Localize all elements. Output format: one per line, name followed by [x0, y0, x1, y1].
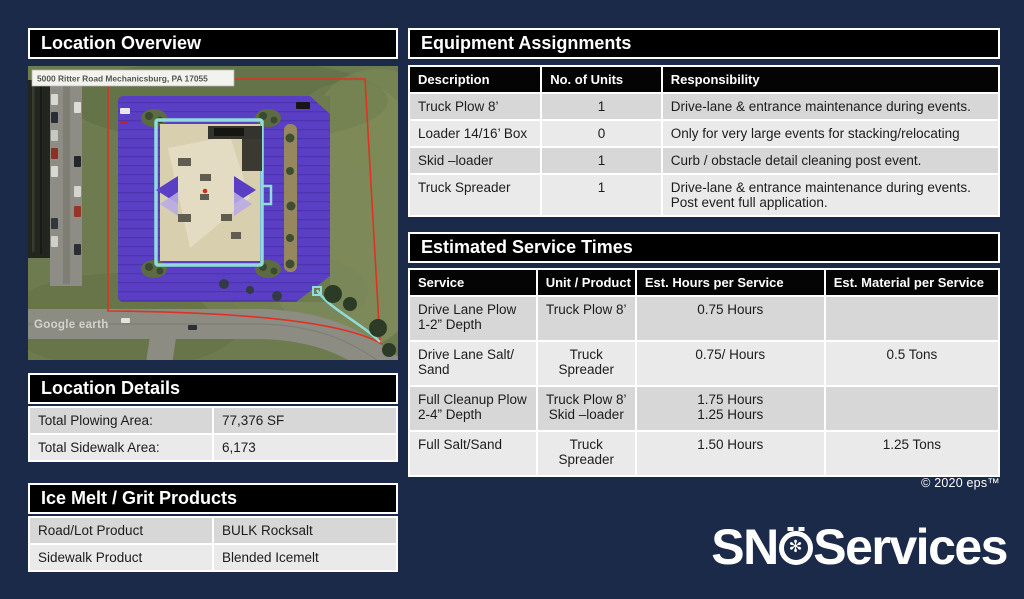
product-value: BULK Rocksalt	[214, 518, 396, 543]
logo-o-snowflake-icon: ✻	[778, 530, 813, 565]
map-building-footprint	[156, 124, 262, 261]
equipment-description: Loader 14/16’ Box	[410, 121, 541, 146]
equipment-units: 1	[542, 94, 661, 119]
map-sidewalk-outline	[154, 118, 381, 343]
map-location-pin	[202, 188, 208, 194]
service-unit: Truck Spreader	[537, 432, 635, 475]
ice-melt-header: Ice Melt / Grit Products	[28, 483, 398, 514]
equipment-assignments-title: Equipment Assignments	[421, 33, 632, 53]
copyright-text: © 2020 eps™	[921, 476, 1000, 490]
service-material	[825, 387, 998, 430]
service-hours: 0.75/ Hours	[636, 342, 824, 385]
service-hours: 1.50 Hours	[636, 432, 824, 475]
table-row: Skid –loader 1 Curb / obstacle detail cl…	[410, 148, 998, 173]
table-row: Total Plowing Area: 77,376 SF	[30, 408, 396, 433]
table-row: Drive Lane Salt/ Sand Truck Spreader 0.7…	[410, 342, 998, 385]
detail-label: Total Sidewalk Area:	[30, 435, 212, 460]
table-row: Loader 14/16’ Box 0 Only for very large …	[410, 121, 998, 146]
location-details-table: Total Plowing Area: 77,376 SF Total Side…	[28, 406, 398, 462]
table-row: Drive Lane Plow 1-2” Depth Truck Plow 8’…	[410, 297, 998, 340]
estimated-service-times-title: Estimated Service Times	[421, 237, 633, 257]
snowflake-icon: ✻	[788, 537, 803, 556]
map-google-watermark: Google earth	[34, 319, 109, 331]
logo-suffix: Services	[813, 519, 1008, 575]
service-unit: Truck Plow 8’	[537, 297, 635, 340]
table-header-row: Description No. of Units Responsibility	[410, 67, 998, 92]
equipment-description: Truck Plow 8’	[410, 94, 541, 119]
detail-value: 77,376 SF	[214, 408, 396, 433]
map-trees	[219, 279, 396, 357]
map-parked-cars	[51, 94, 81, 255]
table-row: Total Sidewalk Area: 6,173	[30, 435, 396, 460]
map-neighbor-building	[28, 74, 82, 286]
location-overview-header: Location Overview	[28, 28, 398, 59]
equipment-description: Truck Spreader	[410, 175, 541, 215]
location-details-title: Location Details	[41, 378, 181, 398]
table-row: Full Cleanup Plow 2-4” Depth Truck Plow …	[410, 387, 998, 430]
estimated-service-times-table: Service Unit / Product Est. Hours per Se…	[408, 268, 1000, 477]
table-row: Road/Lot Product BULK Rocksalt	[30, 518, 396, 543]
equipment-responsibility: Drive-lane & entrance maintenance during…	[662, 175, 998, 215]
service-hours: 1.75 Hours 1.25 Hours	[636, 387, 824, 430]
service-material	[825, 297, 998, 340]
location-overview-title: Location Overview	[41, 33, 202, 53]
ice-melt-title: Ice Melt / Grit Products	[41, 488, 238, 508]
service-material: 0.5 Tons	[825, 342, 998, 385]
snoservices-logo: SN ✻ Services	[711, 519, 1008, 575]
equipment-assignments-table: Description No. of Units Responsibility …	[408, 65, 1000, 217]
service-name: Full Cleanup Plow 2-4” Depth	[410, 387, 536, 430]
table-row: Sidewalk Product Blended Icemelt	[30, 545, 396, 570]
col-header-hours: Est. Hours per Service	[636, 270, 824, 295]
table-row: Full Salt/Sand Truck Spreader 1.50 Hours…	[410, 432, 998, 475]
logo-prefix: SN	[711, 519, 779, 575]
satellite-map-image: 5000 Ritter Road Mechanicsburg, PA 17055…	[28, 66, 398, 360]
service-hours: 0.75 Hours	[636, 297, 824, 340]
col-header-material: Est. Material per Service	[825, 270, 998, 295]
equipment-description: Skid –loader	[410, 148, 541, 173]
service-unit: Truck Spreader	[537, 342, 635, 385]
location-details-header: Location Details	[28, 373, 398, 404]
equipment-units: 1	[542, 148, 661, 173]
col-header-service: Service	[410, 270, 536, 295]
col-header-responsibility: Responsibility	[662, 67, 998, 92]
map-islands	[141, 109, 297, 278]
table-row: Truck Plow 8’ 1 Drive-lane & entrance ma…	[410, 94, 998, 119]
equipment-units: 1	[542, 175, 661, 215]
service-unit: Truck Plow 8’ Skid –loader	[537, 387, 635, 430]
map-roads	[28, 309, 398, 360]
table-header-row: Service Unit / Product Est. Hours per Se…	[410, 270, 998, 295]
ice-melt-table: Road/Lot Product BULK Rocksalt Sidewalk …	[28, 516, 398, 572]
service-material: 1.25 Tons	[825, 432, 998, 475]
map-address-label: 5000 Ritter Road Mechanicsburg, PA 17055	[31, 69, 235, 87]
product-label: Sidewalk Product	[30, 545, 212, 570]
col-header-units: No. of Units	[542, 67, 661, 92]
detail-value: 6,173	[214, 435, 396, 460]
estimated-service-times-header: Estimated Service Times	[408, 232, 1000, 263]
equipment-units: 0	[542, 121, 661, 146]
equipment-assignments-header: Equipment Assignments	[408, 28, 1000, 59]
service-name: Drive Lane Salt/ Sand	[410, 342, 536, 385]
map-address-text: 5000 Ritter Road Mechanicsburg, PA 17055	[37, 74, 208, 84]
product-label: Road/Lot Product	[30, 518, 212, 543]
col-header-unit: Unit / Product	[537, 270, 635, 295]
equipment-responsibility: Only for very large events for stacking/…	[662, 121, 998, 146]
service-name: Drive Lane Plow 1-2” Depth	[410, 297, 536, 340]
equipment-responsibility: Drive-lane & entrance maintenance during…	[662, 94, 998, 119]
table-row: Truck Spreader 1 Drive-lane & entrance m…	[410, 175, 998, 215]
equipment-responsibility: Curb / obstacle detail cleaning post eve…	[662, 148, 998, 173]
col-header-description: Description	[410, 67, 541, 92]
map-property-boundary-line	[107, 78, 381, 345]
satellite-map: 5000 Ritter Road Mechanicsburg, PA 17055…	[28, 66, 398, 360]
product-value: Blended Icemelt	[214, 545, 396, 570]
service-name: Full Salt/Sand	[410, 432, 536, 475]
detail-label: Total Plowing Area:	[30, 408, 212, 433]
